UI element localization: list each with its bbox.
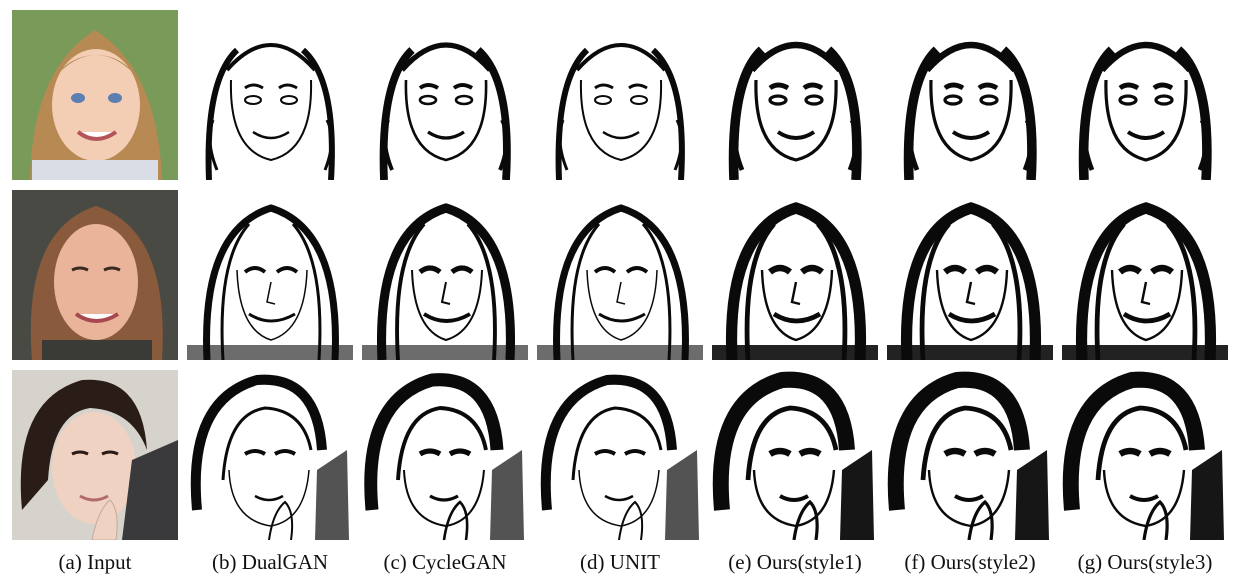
portrait-sketch — [187, 370, 353, 540]
caption-row: (a) Input (b) DualGAN (c) CycleGAN (d) U… — [12, 548, 1230, 578]
input-photo-row-3 — [12, 370, 178, 540]
result-e-row-3 — [712, 370, 878, 540]
portrait-sketch — [887, 370, 1053, 540]
portrait-sketch — [1062, 190, 1228, 360]
caption-dualgan: (b) DualGAN — [211, 550, 329, 574]
portrait-sketch — [187, 10, 353, 180]
result-d-row-2 — [537, 190, 703, 360]
portrait-photo — [12, 190, 178, 360]
portrait-sketch — [362, 190, 528, 360]
result-f-row-3 — [887, 370, 1053, 540]
portrait-photo — [12, 370, 178, 540]
result-d-row-3 — [537, 370, 703, 540]
result-d-row-1 — [537, 10, 703, 180]
caption-ours-style2: (f) Ours(style2) — [904, 550, 1036, 574]
portrait-sketch — [537, 10, 703, 180]
result-f-row-2 — [887, 190, 1053, 360]
portrait-sketch — [362, 370, 528, 540]
result-g-row-1 — [1062, 10, 1228, 180]
input-photo-row-1 — [12, 10, 178, 180]
portrait-sketch — [712, 190, 878, 360]
result-b-row-3 — [187, 370, 353, 540]
caption-ours-style1: (e) Ours(style1) — [728, 550, 862, 574]
result-g-row-3 — [1062, 370, 1228, 540]
comparison-grid — [12, 10, 1230, 540]
portrait-sketch — [887, 190, 1053, 360]
result-c-row-1 — [362, 10, 528, 180]
portrait-sketch — [1062, 10, 1228, 180]
portrait-sketch — [537, 370, 703, 540]
caption-ours-style3: (g) Ours(style3) — [1077, 550, 1213, 574]
portrait-sketch — [887, 10, 1053, 180]
portrait-sketch — [712, 370, 878, 540]
caption-input: (a) Input — [58, 550, 132, 574]
result-b-row-2 — [187, 190, 353, 360]
result-e-row-2 — [712, 190, 878, 360]
result-c-row-3 — [362, 370, 528, 540]
portrait-photo — [12, 10, 178, 180]
caption-unit: (d) UNIT — [580, 550, 660, 574]
result-b-row-1 — [187, 10, 353, 180]
portrait-sketch — [362, 10, 528, 180]
caption-cyclegan: (c) CycleGAN — [383, 550, 507, 574]
portrait-sketch — [1062, 370, 1228, 540]
result-f-row-1 — [887, 10, 1053, 180]
result-c-row-2 — [362, 190, 528, 360]
portrait-sketch — [537, 190, 703, 360]
portrait-sketch — [712, 10, 878, 180]
result-g-row-2 — [1062, 190, 1228, 360]
input-photo-row-2 — [12, 190, 178, 360]
portrait-sketch — [187, 190, 353, 360]
result-e-row-1 — [712, 10, 878, 180]
